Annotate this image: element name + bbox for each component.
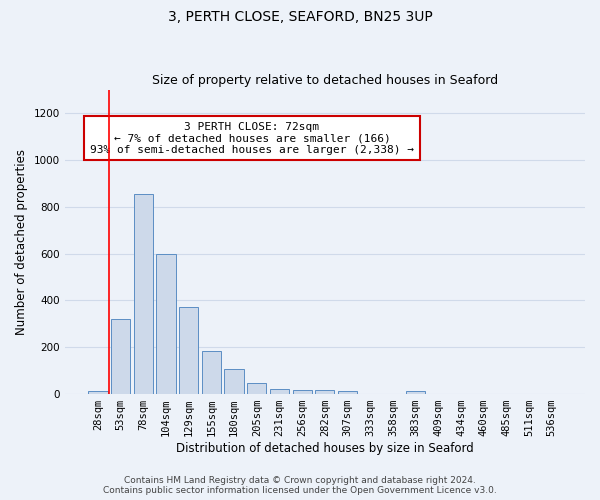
Bar	[270, 389, 289, 394]
Bar	[134, 194, 153, 394]
Bar	[293, 390, 312, 394]
Bar	[406, 392, 425, 394]
Title: Size of property relative to detached houses in Seaford: Size of property relative to detached ho…	[152, 74, 498, 87]
Bar	[179, 308, 199, 394]
Bar	[202, 350, 221, 394]
X-axis label: Distribution of detached houses by size in Seaford: Distribution of detached houses by size …	[176, 442, 474, 455]
Text: 3 PERTH CLOSE: 72sqm
← 7% of detached houses are smaller (166)
93% of semi-detac: 3 PERTH CLOSE: 72sqm ← 7% of detached ho…	[90, 122, 414, 154]
Text: Contains HM Land Registry data © Crown copyright and database right 2024.
Contai: Contains HM Land Registry data © Crown c…	[103, 476, 497, 495]
Bar	[88, 390, 107, 394]
Text: 3, PERTH CLOSE, SEAFORD, BN25 3UP: 3, PERTH CLOSE, SEAFORD, BN25 3UP	[167, 10, 433, 24]
Bar	[157, 254, 176, 394]
Bar	[247, 383, 266, 394]
Y-axis label: Number of detached properties: Number of detached properties	[15, 149, 28, 335]
Bar	[315, 390, 334, 394]
Bar	[111, 319, 130, 394]
Bar	[224, 370, 244, 394]
Bar	[338, 392, 357, 394]
